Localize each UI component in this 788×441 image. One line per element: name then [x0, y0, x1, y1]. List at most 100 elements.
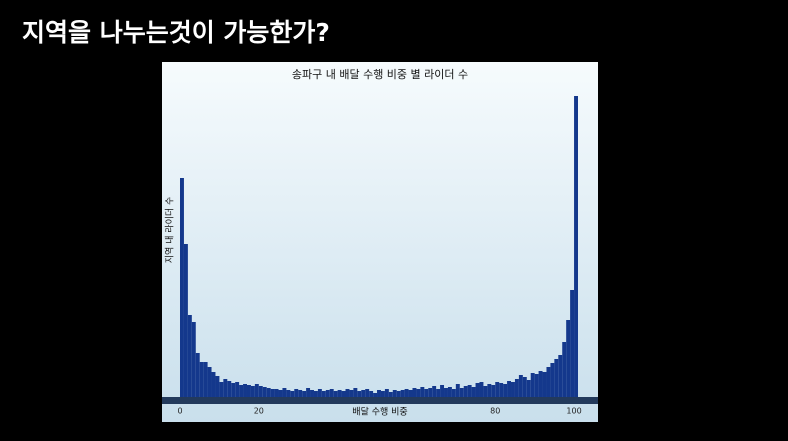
bar	[183, 244, 188, 397]
bar	[243, 384, 247, 397]
bar	[337, 390, 342, 397]
bar	[223, 379, 228, 397]
bar	[455, 384, 460, 397]
bar	[408, 390, 413, 397]
bar	[254, 384, 259, 397]
bar	[349, 390, 354, 397]
bar	[369, 391, 374, 397]
bar	[286, 390, 291, 397]
bar	[377, 390, 381, 397]
bar	[262, 387, 267, 397]
bar	[384, 389, 389, 397]
bar	[325, 390, 330, 397]
bar	[451, 389, 456, 397]
bar	[282, 388, 287, 397]
bar	[365, 389, 370, 397]
bar	[313, 391, 318, 397]
bar	[203, 362, 208, 397]
bar	[211, 372, 216, 397]
bar	[570, 290, 575, 397]
bar	[191, 322, 196, 397]
slide-title: 지역을 나누는것이 가능한가?	[22, 18, 330, 47]
bar	[518, 375, 523, 397]
bar	[483, 386, 488, 397]
bar	[306, 388, 311, 397]
bar	[467, 385, 472, 397]
bar	[436, 389, 441, 397]
x-tick-label: 0	[177, 407, 182, 416]
bar	[542, 372, 547, 397]
bar	[266, 388, 271, 397]
bar	[298, 390, 303, 397]
bar	[341, 391, 346, 397]
y-axis-label: 지역 내 라이더 수	[165, 197, 176, 264]
bar	[270, 389, 275, 397]
bar	[534, 374, 539, 397]
x-axis-label: 배달 수행 비중	[352, 406, 407, 418]
bar	[412, 388, 417, 397]
bar	[215, 376, 220, 397]
bar	[219, 382, 224, 397]
bar	[302, 391, 307, 397]
bar	[503, 384, 508, 397]
bar	[187, 315, 192, 397]
bar	[440, 385, 445, 397]
bar	[526, 380, 531, 397]
bar	[329, 389, 334, 397]
bar	[479, 382, 484, 397]
bar	[487, 384, 492, 397]
bar	[566, 320, 571, 397]
bar	[495, 382, 500, 397]
x-tick-label: 20	[254, 407, 264, 416]
bar	[246, 385, 251, 397]
bar	[199, 362, 204, 397]
bar	[475, 383, 480, 397]
x-axis-band	[162, 397, 598, 404]
bar	[278, 390, 283, 397]
bar	[195, 353, 200, 397]
bar	[550, 363, 555, 397]
chart-panel	[162, 62, 598, 422]
bar	[317, 389, 322, 397]
x-tick-label: 80	[490, 407, 500, 416]
bar	[373, 393, 378, 397]
bar	[511, 382, 515, 397]
bar	[321, 391, 326, 397]
bar	[357, 391, 362, 397]
bar	[207, 367, 212, 397]
bar	[558, 355, 563, 397]
bar	[499, 383, 504, 397]
bar	[432, 386, 437, 397]
bar	[404, 389, 409, 397]
bar	[491, 385, 496, 397]
bar	[447, 387, 452, 397]
bar	[258, 386, 263, 397]
bar	[388, 392, 393, 397]
bar	[400, 390, 405, 397]
bar	[574, 96, 578, 397]
bar	[428, 388, 433, 397]
x-tick-label: 100	[566, 407, 581, 416]
bar	[416, 389, 421, 397]
chart-title: 송파구 내 배달 수행 비중 별 라이더 수	[292, 68, 468, 81]
bar	[522, 377, 527, 397]
bar	[424, 389, 429, 397]
bar	[514, 379, 519, 397]
bar	[180, 178, 184, 397]
bar	[361, 390, 366, 397]
bar	[471, 387, 476, 397]
bar	[345, 389, 350, 397]
bar	[546, 367, 551, 397]
bar	[290, 391, 295, 397]
bar	[250, 386, 255, 397]
bar	[239, 385, 244, 397]
bar	[463, 386, 468, 397]
bar	[507, 381, 512, 397]
bar	[231, 383, 236, 397]
bar	[554, 359, 559, 397]
bar	[294, 389, 299, 397]
bar	[396, 391, 401, 397]
bar	[333, 391, 338, 397]
bar	[444, 388, 448, 397]
